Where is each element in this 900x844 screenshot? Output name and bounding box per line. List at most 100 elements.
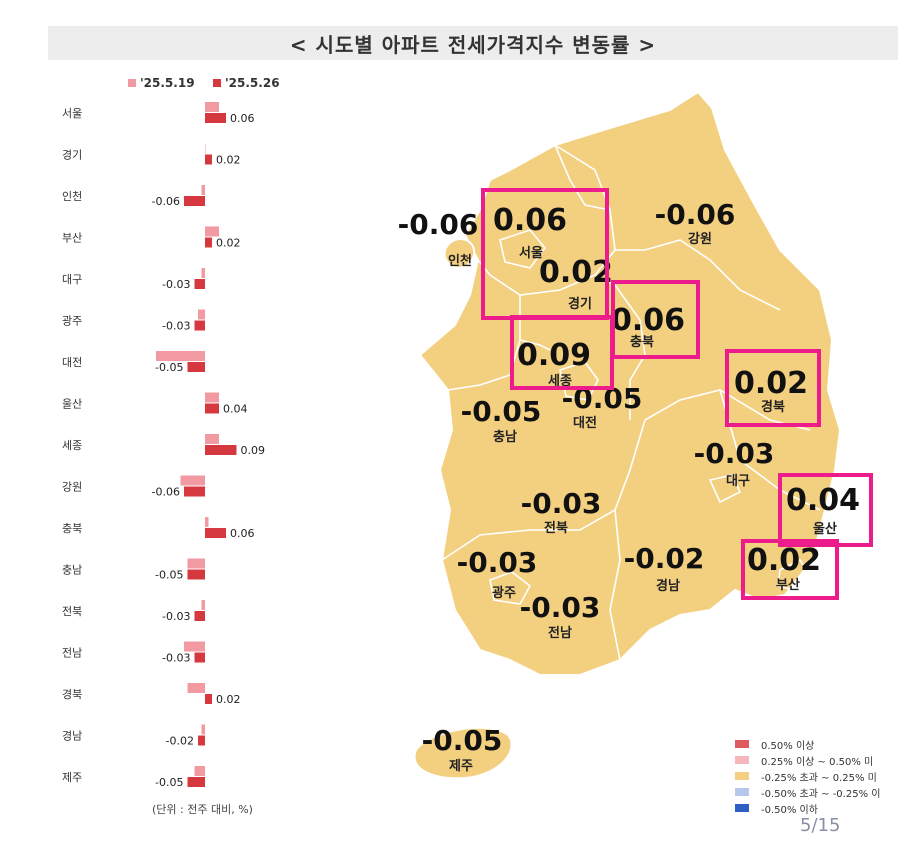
region-value: -0.03 (694, 437, 775, 470)
region-value: -0.05 (422, 724, 503, 757)
region-name: 충북 (630, 334, 654, 350)
bar-prev-week (205, 143, 206, 154)
bar-curr-week (184, 196, 205, 206)
region-name: 경북 (761, 399, 785, 415)
legend-swatch (735, 740, 749, 748)
legend-swatch (735, 756, 749, 764)
title-bar: < 시도별 아파트 전세가격지수 변동률 > (48, 26, 898, 60)
unit-note: (단위 : 전주 대비, %) (152, 803, 253, 816)
category-label: 강원 (62, 481, 82, 494)
incheon-island (443, 238, 476, 269)
region-value: -0.03 (521, 487, 602, 520)
bar-prev-week (187, 683, 205, 693)
region-value: 0.06 (493, 203, 567, 238)
data-label: 0.02 (216, 693, 241, 706)
chart-legend: '25.5.19 '25.5.26 (128, 76, 280, 90)
data-label: -0.06 (152, 195, 180, 208)
bar-prev-week (205, 102, 219, 112)
highlight-box (510, 315, 614, 390)
legend-label: -0.25% 초과 ~ 0.25% 미 (761, 772, 877, 784)
bar-prev-week (198, 309, 205, 320)
data-label: -0.02 (166, 735, 194, 748)
category-label: 충북 (62, 522, 82, 535)
category-label: 광주 (62, 315, 82, 328)
category-label: 대구 (62, 273, 82, 286)
region-value: -0.05 (461, 395, 542, 428)
bar-curr-week (205, 445, 237, 455)
region-name: 제주 (449, 759, 473, 774)
data-label: 0.06 (230, 112, 255, 125)
region-value: 0.02 (747, 543, 821, 578)
legend-item: -0.50% 이하 (735, 800, 880, 816)
bar-curr-week (194, 279, 205, 289)
category-label: 울산 (62, 398, 82, 411)
legend-swatch (735, 772, 749, 780)
data-label: -0.06 (152, 486, 180, 499)
region-name: 경기 (568, 296, 592, 312)
region-name: 서울 (519, 245, 543, 261)
bar-curr-week (198, 735, 205, 746)
legend-label: 0.50% 이상 (761, 740, 815, 752)
category-label: 세종 (62, 439, 82, 452)
region-value: 0.06 (611, 303, 685, 338)
category-label: 대전 (62, 356, 82, 369)
category-label: 경남 (62, 730, 82, 743)
region-value: -0.06 (398, 208, 479, 241)
bar-curr-week (194, 320, 205, 331)
bar-chart: '25.5.19 '25.5.26 서울 0.06 경기 0.02 인천 -0.06 부산 0.0… (62, 76, 280, 789)
legend-label: -0.50% 이하 (761, 804, 818, 816)
data-label: -0.05 (155, 569, 183, 582)
highlight-boxes (481, 188, 873, 600)
data-label: 0.02 (216, 237, 241, 250)
legend-swatch (735, 804, 749, 812)
region-value: 0.09 (517, 338, 591, 373)
bar-curr-week (205, 154, 212, 165)
bar-prev-week (205, 434, 219, 444)
data-label: -0.05 (155, 776, 183, 789)
region-name: 강원 (688, 231, 712, 247)
page-indicator: 5/15 (800, 815, 841, 836)
region-value: -0.03 (457, 546, 538, 579)
highlight-box (778, 473, 873, 547)
bar-curr-week (187, 777, 205, 787)
bar-curr-week (205, 403, 219, 414)
bar-curr-week (187, 569, 205, 580)
legend-label: -0.50% 초과 ~ -0.25% 이 (761, 788, 881, 800)
region-name: 대전 (573, 415, 597, 431)
bar-prev-week (205, 226, 219, 237)
bar-prev-week (184, 641, 205, 652)
legend-swatch-prev (128, 79, 136, 87)
jeju-island (413, 726, 513, 780)
bar-curr-week (205, 694, 212, 704)
region-value: -0.02 (624, 542, 705, 575)
map-land (413, 90, 842, 780)
bar-prev-week (201, 724, 205, 735)
region-value: 0.02 (539, 255, 613, 290)
data-label: -0.03 (162, 278, 190, 291)
bar-curr-week (205, 528, 226, 538)
legend-item: 0.25% 이상 ~ 0.50% 미 (735, 752, 880, 768)
legend: 0.50% 이상 0.25% 이상 ~ 0.50% 미 -0.25% 초과 ~ … (735, 736, 880, 816)
bar-prev-week (180, 475, 205, 486)
bar-curr-week (184, 486, 205, 497)
region-name: 전남 (548, 625, 572, 641)
legend-label-curr: '25.5.26 (225, 76, 280, 90)
region-name: 울산 (813, 521, 837, 537)
category-label: 인천 (62, 189, 82, 203)
region-value: 0.02 (734, 366, 808, 401)
region-name: 경남 (656, 578, 680, 594)
bar-curr-week (205, 237, 212, 248)
data-label: 0.02 (216, 154, 241, 167)
region-name: 광주 (492, 586, 516, 601)
bar-curr-week (194, 611, 205, 621)
legend-item: -0.25% 초과 ~ 0.25% 미 (735, 768, 880, 784)
category-label: 경기 (62, 149, 82, 162)
highlight-box (741, 539, 839, 600)
legend-swatch-curr (213, 79, 221, 87)
bar-prev-week (205, 392, 219, 403)
highlight-box (725, 349, 821, 427)
category-label: 전북 (62, 605, 82, 618)
legend-item: -0.50% 초과 ~ -0.25% 이 (735, 784, 880, 800)
